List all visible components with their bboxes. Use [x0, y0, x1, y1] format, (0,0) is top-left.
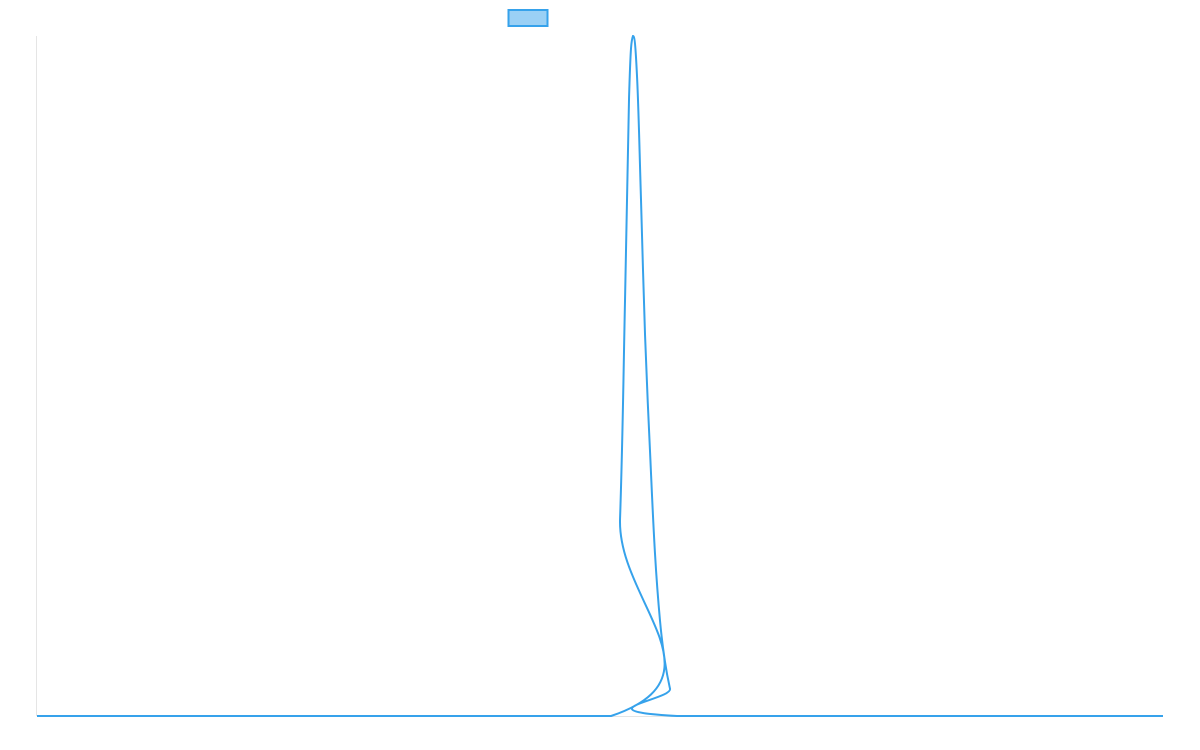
series-line: [37, 34, 1163, 718]
legend-swatch[interactable]: [507, 9, 549, 27]
